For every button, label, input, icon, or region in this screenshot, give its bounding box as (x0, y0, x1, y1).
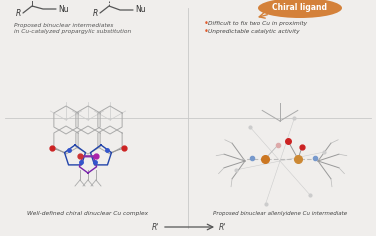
Text: R: R (15, 8, 21, 17)
Text: Well-defined chiral dinuclear Cu complex: Well-defined chiral dinuclear Cu complex (27, 211, 149, 216)
Text: Nu: Nu (58, 4, 69, 13)
Text: •: • (204, 26, 209, 35)
Text: •: • (204, 18, 209, 28)
Text: R': R' (218, 223, 226, 232)
Text: Unpredictable catalytic activity: Unpredictable catalytic activity (208, 29, 300, 34)
Text: Nu: Nu (135, 5, 146, 14)
Ellipse shape (258, 0, 342, 18)
Text: Difficult to fix two Cu in proximity: Difficult to fix two Cu in proximity (208, 21, 307, 25)
Text: Chiral ligand: Chiral ligand (273, 4, 327, 13)
Text: Proposed binuclear allenlyidene Cu intermediate: Proposed binuclear allenlyidene Cu inter… (213, 211, 347, 216)
Text: R': R' (151, 223, 159, 232)
Text: Proposed binuclear intermediates: Proposed binuclear intermediates (14, 22, 113, 28)
Text: R: R (92, 8, 98, 17)
Text: in Cu-catalyzed propargylic substitution: in Cu-catalyzed propargylic substitution (14, 29, 131, 34)
